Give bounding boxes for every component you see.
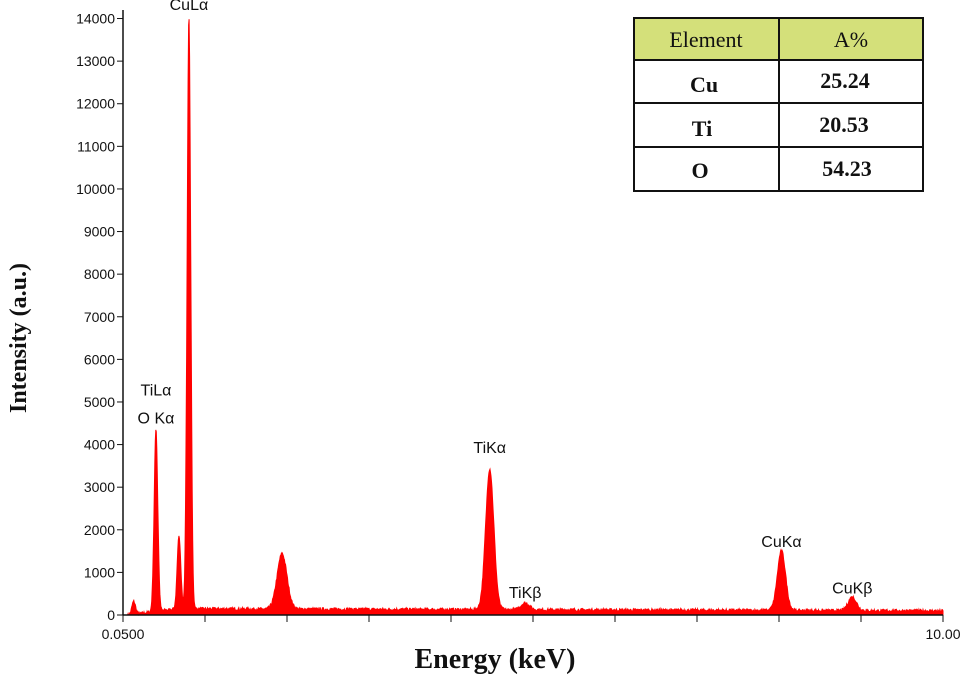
table-cell-element: Cu — [690, 72, 718, 97]
y-tick-label: 3000 — [84, 479, 115, 495]
x-axis-title: Energy (keV) — [415, 644, 576, 675]
peak-annotations: CuLα TiLα O Kα TiKα TiKβ CuKα CuKβ — [138, 0, 873, 602]
y-tick-label: 2000 — [84, 522, 115, 538]
y-tick-label: 4000 — [84, 437, 115, 453]
peak-label: TiKβ — [509, 585, 542, 602]
y-tick-label: 14000 — [76, 11, 115, 27]
peak-label: TiKα — [473, 440, 506, 457]
spectrum-area — [123, 19, 944, 616]
y-tick-label: 9000 — [84, 224, 115, 240]
peak-label: CuLα — [170, 0, 209, 14]
table-cell-value: 25.24 — [820, 68, 870, 93]
table-cell-element: O — [691, 158, 708, 183]
y-tick-label: 10000 — [76, 181, 115, 197]
table-header-element: Element — [669, 27, 742, 52]
y-tick-label: 6000 — [84, 351, 115, 367]
y-tick-label: 13000 — [76, 53, 115, 69]
peak-label: O Kα — [138, 410, 175, 427]
spectrum-series — [123, 19, 944, 616]
y-tick-label: 12000 — [76, 96, 115, 112]
y-tick-label: 0 — [107, 607, 115, 623]
peak-label: CuKα — [761, 534, 801, 551]
y-tick-label: 11000 — [77, 138, 115, 154]
composition-table: Element A% Cu 25.24 Ti 20.53 O 54.23 — [633, 17, 924, 192]
y-tick-label: 5000 — [84, 394, 115, 410]
x-tick-label: 0.0500 — [102, 626, 145, 642]
peak-label: TiLα — [141, 383, 172, 400]
y-tick-label: 8000 — [84, 266, 115, 282]
tick-labels: 0 1000 2000 3000 4000 5000 6000 7000 8000 9000 100… — [76, 11, 961, 642]
axes — [117, 10, 944, 622]
y-tick-label: 7000 — [84, 309, 115, 325]
table-header-atomic-percent: A% — [834, 27, 868, 52]
table-cell-value: 20.53 — [819, 112, 869, 137]
x-tick-label: 10.00 — [925, 626, 960, 642]
table-cell-value: 54.23 — [822, 156, 872, 181]
y-axis-title: Intensity (a.u.) — [6, 263, 32, 413]
peak-label: CuKβ — [832, 581, 872, 598]
y-tick-label: 1000 — [84, 564, 115, 580]
table-cell-element: Ti — [692, 116, 712, 141]
